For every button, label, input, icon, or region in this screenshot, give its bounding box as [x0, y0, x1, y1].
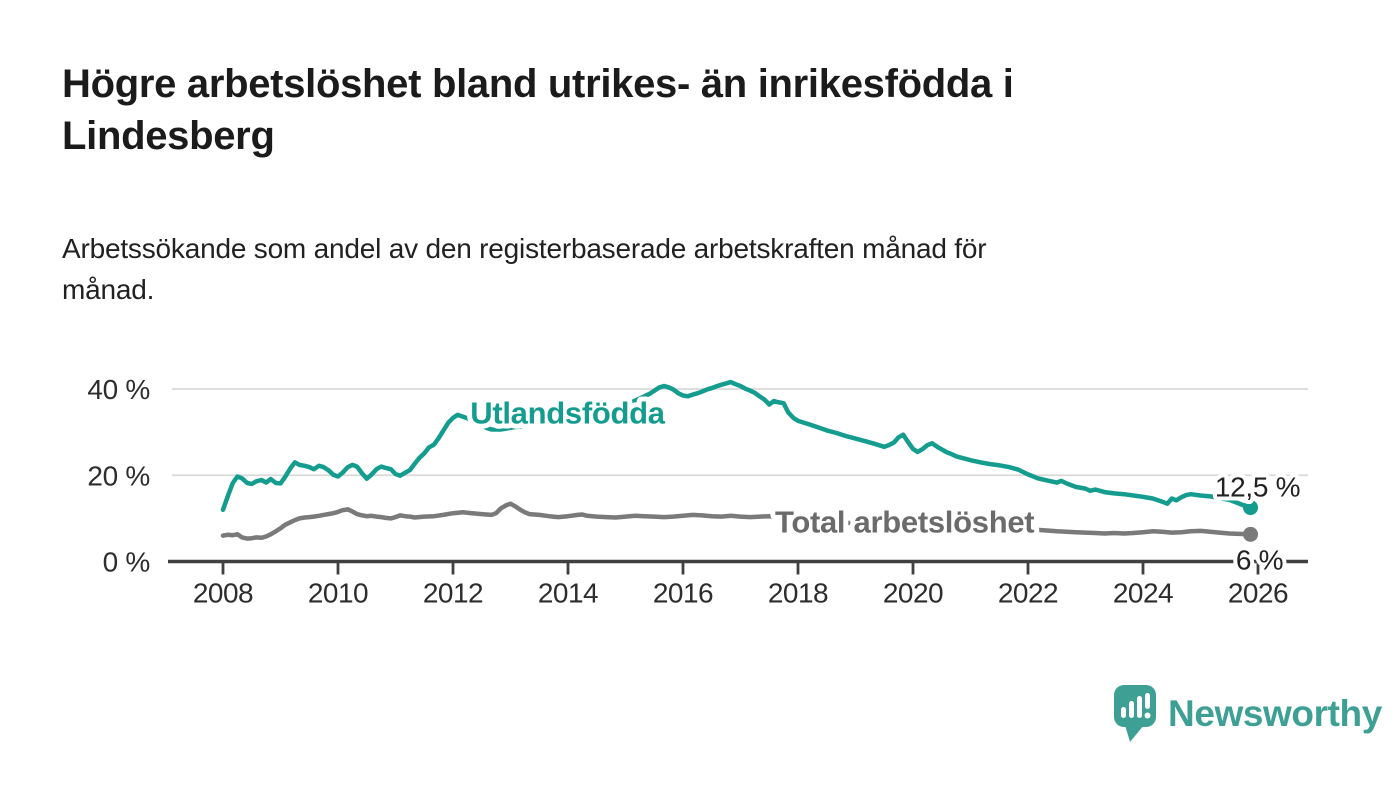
- chart-subtitle-line1: Arbetssökande som andel av den registerb…: [62, 233, 987, 264]
- series-end-label-total: 6 %: [1236, 544, 1283, 575]
- y-tick-label: 0 %: [103, 547, 150, 578]
- series-line-utlandsfodda: [220, 379, 1253, 513]
- newsworthy-logo-text: Newsworthy: [1168, 693, 1382, 734]
- x-tick-label: 2026: [1228, 578, 1288, 609]
- series-end-dot-total: [1243, 526, 1259, 542]
- chart-title-line1: Högre arbetslöshet bland utrikes- än inr…: [62, 62, 1014, 106]
- x-tick-label: 2010: [308, 578, 368, 609]
- x-tick-label: 2012: [423, 578, 483, 609]
- x-tick-label: 2014: [538, 578, 598, 609]
- newsworthy-logo: Newsworthy: [1113, 684, 1382, 744]
- x-tick-label: 2020: [883, 578, 943, 609]
- newsworthy-speech-bubble-chart-icon: [1113, 684, 1159, 744]
- y-tick-label: 20 %: [87, 460, 150, 491]
- x-tick-label: 2008: [193, 578, 253, 609]
- x-tick-label: 2016: [653, 578, 713, 609]
- series-label-utlandsfodda: Utlandsfödda: [470, 396, 666, 431]
- series-label-total: Total arbetslöshet: [775, 505, 1034, 540]
- series-line-total: [220, 501, 1253, 541]
- series-end-label-utlandsfodda: 12,5 %: [1215, 472, 1300, 503]
- chart-title-line2: Lindesberg: [62, 114, 275, 158]
- x-tick-label: 2024: [1113, 578, 1173, 609]
- chart-subtitle-line2: månad.: [62, 274, 155, 305]
- x-tick-label: 2018: [768, 578, 828, 609]
- chart-title: Högre arbetslöshet bland utrikes- än inr…: [62, 58, 1322, 162]
- y-tick-label: 40 %: [87, 374, 150, 405]
- series-end-dot-utlandsfodda: [1243, 500, 1259, 516]
- x-tick-label: 2022: [998, 578, 1058, 609]
- chart-subtitle: Arbetssökande som andel av den registerb…: [62, 228, 1282, 310]
